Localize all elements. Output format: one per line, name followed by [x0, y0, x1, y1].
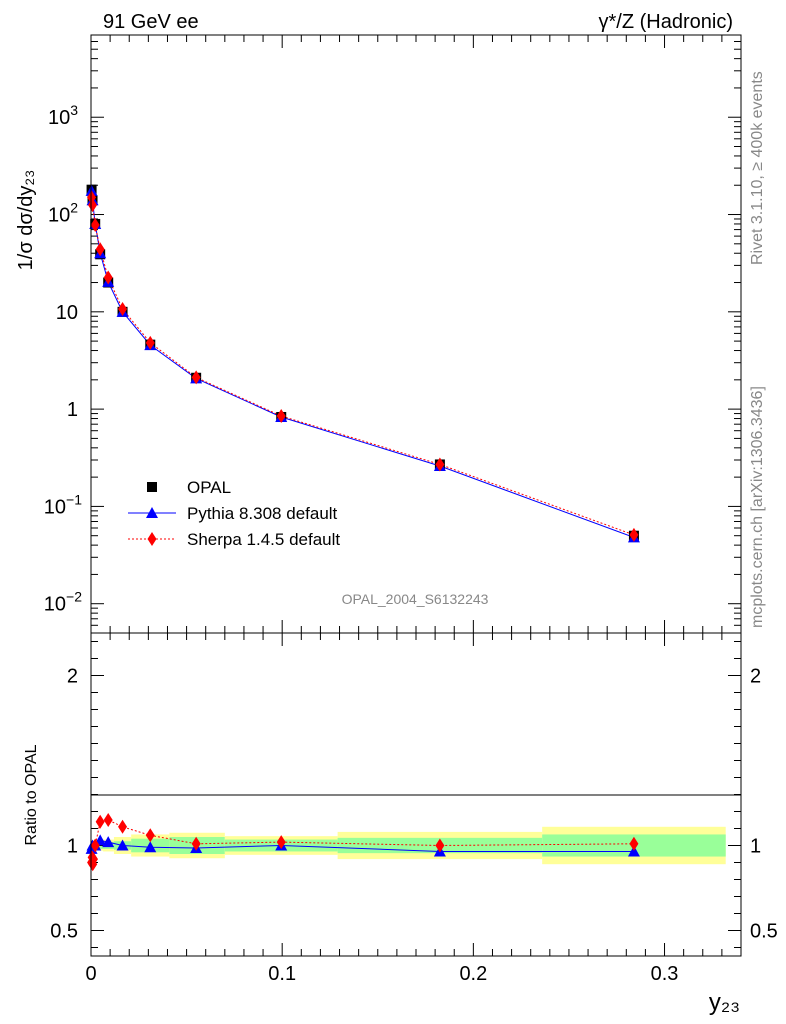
x-tick-labels: 0 0.1 0.2 0.3 — [85, 963, 678, 985]
x-axis-label: y₂₃ — [709, 989, 740, 1016]
main-y-tick-label: 103 — [48, 102, 78, 129]
legend-marker-diamond — [147, 532, 157, 546]
ratio-y-tick-label-right: 0.5 — [750, 921, 778, 943]
main-series-markers — [85, 184, 640, 543]
ratio-y-axis-label: Ratio to OPAL — [23, 744, 40, 845]
data-point-diamond — [88, 198, 98, 213]
ratio-point-triangle — [102, 836, 115, 848]
main-y-tick-label: 1 — [67, 399, 78, 421]
main-y-tick-label: 102 — [48, 200, 78, 227]
main-y-tick-label: 10−2 — [44, 589, 82, 616]
ratio-y-tick-label-right: 2 — [750, 666, 761, 688]
x-tick-label: 0 — [85, 963, 96, 985]
ratio-point-diamond — [629, 836, 639, 851]
data-point-diamond — [118, 301, 128, 316]
ratio-plot-frame — [90, 632, 742, 957]
header-left-label: 91 GeV ee — [103, 11, 199, 33]
ratio-point-triangle — [116, 839, 129, 851]
main-y-axis-label: 1/σ dσ/dy₂₃ — [15, 170, 37, 271]
analysis-watermark: OPAL_2004_S6132243 — [342, 591, 489, 607]
main-panel: OPAL_2004_S6132243 1/σ dσ/dy₂₃ 10−210−11… — [15, 34, 742, 634]
ratio-point-triangle — [144, 841, 157, 853]
main-axis-ticks — [90, 34, 742, 634]
legend: OPAL Pythia 8.308 default Sherpa 1.4.5 def… — [128, 478, 340, 549]
ratio-series-markers — [85, 813, 640, 872]
legend-label: Pythia 8.308 default — [187, 504, 338, 523]
main-y-tick-labels: 10−2 10−1 1 10 102 103 — [44, 102, 82, 615]
ratio-point-diamond — [90, 838, 100, 853]
ratio-y-tick-labels: 0.5 0.5 1 1 2 2 — [50, 666, 778, 943]
legend-marker-triangle — [146, 507, 158, 518]
legend-marker-square — [147, 482, 157, 492]
ratio-y-tick-label-right: 1 — [750, 836, 761, 858]
rivet-version-label: Rivet 3.1.10, ≥ 400k events — [749, 71, 766, 265]
main-series-lines — [91, 190, 635, 538]
ratio-point-diamond — [435, 838, 445, 853]
x-tick-label: 0.3 — [651, 963, 679, 985]
data-point-diamond — [191, 370, 201, 385]
ratio-y-tick-label: 1 — [67, 836, 78, 858]
ratio-panel: Ratio to OPAL 0.5 0.5 1 1 2 2 0 0.1 0.2 0.3 y₂₃ — [23, 632, 778, 1016]
main-y-tick-label: 10 — [56, 302, 78, 324]
series-line-2 — [91, 197, 635, 536]
ratio-point-diamond — [95, 814, 105, 829]
mcplots-label: mcplots.cern.ch [arXiv:1306.3436] — [749, 386, 766, 628]
ratio-point-diamond — [191, 836, 201, 851]
ratio-y-tick-label: 0.5 — [50, 921, 78, 943]
x-tick-label: 0.1 — [268, 963, 296, 985]
data-point-diamond — [95, 242, 105, 257]
uncertainty-bands — [91, 826, 726, 865]
data-point-diamond — [103, 270, 113, 285]
data-point-diamond — [629, 527, 639, 542]
ratio-point-diamond — [103, 813, 113, 827]
series-line-1 — [91, 190, 635, 538]
data-point-diamond — [90, 218, 100, 233]
ratio-point-diamond — [118, 819, 128, 834]
data-point-diamond — [276, 408, 286, 423]
x-tick-label: 0.2 — [459, 963, 487, 985]
legend-label: OPAL — [187, 478, 231, 497]
legend-label: Sherpa 1.4.5 default — [187, 530, 340, 549]
data-point-triangle — [85, 184, 98, 196]
ratio-point-triangle — [627, 845, 640, 857]
header-right-label: γ*/Z (Hadronic) — [599, 11, 733, 33]
main-y-tick-label: 10−1 — [44, 491, 82, 518]
ratio-point-diamond — [145, 828, 155, 843]
data-point-diamond — [435, 457, 445, 472]
ratio-y-tick-label: 2 — [67, 666, 78, 688]
ratio-point-diamond — [276, 835, 286, 850]
data-point-diamond — [145, 335, 155, 350]
